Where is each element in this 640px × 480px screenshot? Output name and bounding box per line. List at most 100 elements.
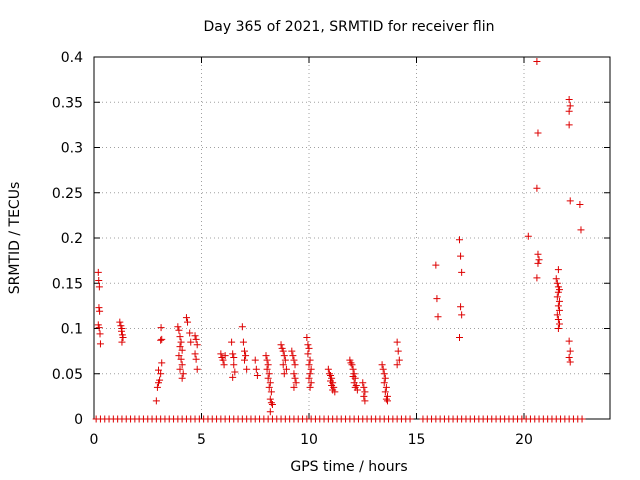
data-point	[290, 383, 298, 391]
data-point	[565, 337, 573, 345]
data-point	[555, 320, 563, 328]
data-point	[382, 383, 390, 391]
y-tick-label: 0.3	[61, 141, 83, 157]
data-point	[565, 107, 573, 115]
data-point	[153, 383, 161, 391]
data-point	[158, 335, 166, 343]
data-point	[553, 311, 561, 319]
data-point	[96, 307, 104, 315]
data-point	[457, 252, 465, 260]
data-point	[576, 201, 584, 209]
data-point	[177, 355, 185, 363]
data-point	[331, 388, 339, 396]
data-point	[265, 370, 273, 378]
x-tick-label: 15	[408, 432, 426, 448]
data-point	[277, 341, 285, 349]
data-point	[353, 386, 361, 394]
data-point	[186, 329, 194, 337]
data-point	[175, 352, 183, 360]
data-point	[347, 359, 355, 367]
data-point	[534, 129, 542, 137]
data-point	[292, 379, 300, 387]
data-point	[176, 365, 184, 373]
data-point	[95, 283, 103, 291]
data-point	[193, 341, 201, 349]
data-point	[566, 102, 574, 110]
data-point	[116, 318, 124, 326]
data-point	[348, 361, 356, 369]
data-point	[118, 338, 126, 346]
data-point	[192, 355, 200, 363]
x-tick-label: 0	[90, 432, 99, 448]
data-point	[458, 268, 466, 276]
data-point	[458, 311, 466, 319]
data-point	[393, 338, 401, 346]
data-point	[305, 374, 313, 382]
data-point	[179, 370, 187, 378]
data-point	[381, 388, 389, 396]
data-point	[228, 338, 236, 346]
chart-title: Day 365 of 2021, SRMTID for receiver fli…	[204, 19, 495, 35]
data-point	[157, 370, 165, 378]
data-point	[380, 370, 388, 378]
data-point	[378, 361, 386, 369]
data-point	[554, 288, 562, 296]
data-point	[191, 350, 199, 358]
data-point	[262, 352, 270, 360]
data-point	[361, 388, 369, 396]
data-point	[243, 365, 251, 373]
y-tick-label: 0.4	[61, 50, 83, 66]
data-point	[231, 368, 239, 376]
data-point	[177, 338, 185, 346]
y-tick-label: 0.1	[61, 322, 83, 338]
data-point	[303, 334, 311, 342]
data-point	[533, 58, 541, 66]
data-point	[289, 352, 297, 360]
data-point	[241, 356, 248, 364]
data-point	[94, 268, 102, 276]
y-tick-label: 0.25	[52, 186, 83, 202]
data-point	[176, 343, 184, 351]
data-point	[290, 356, 298, 364]
data-point	[565, 96, 573, 104]
data-point	[264, 374, 272, 382]
data-point	[267, 399, 275, 407]
data-point	[266, 379, 274, 387]
data-point	[553, 293, 561, 301]
data-point	[178, 361, 186, 369]
data-point	[242, 352, 250, 360]
data-point	[266, 395, 274, 403]
x-tick-label: 5	[197, 432, 206, 448]
data-point	[349, 365, 357, 373]
data-point	[95, 304, 103, 312]
data-point	[239, 338, 247, 346]
data-point	[178, 346, 186, 354]
data-point	[360, 383, 368, 391]
data-point	[178, 374, 186, 382]
data-point	[553, 279, 561, 287]
grid-lines	[94, 57, 610, 419]
data-point	[279, 361, 287, 369]
data-point	[395, 356, 403, 364]
data-point	[305, 361, 313, 369]
data-point	[381, 374, 389, 382]
data-point	[155, 366, 162, 374]
data-point	[268, 401, 276, 409]
data-point	[565, 121, 573, 129]
data-point	[351, 374, 359, 382]
data-point	[565, 353, 573, 361]
data-point	[306, 383, 314, 391]
data-point	[566, 347, 574, 355]
data-point	[566, 358, 574, 366]
data-point	[182, 314, 190, 322]
data-point	[266, 408, 274, 416]
data-point	[229, 373, 237, 381]
data-point	[191, 332, 199, 340]
data-point	[174, 323, 182, 331]
data-point	[264, 361, 272, 369]
data-point	[552, 275, 560, 283]
y-tick-label: 0.05	[52, 367, 83, 383]
data-point	[352, 382, 360, 390]
data-point	[577, 226, 585, 234]
data-point	[238, 323, 246, 331]
